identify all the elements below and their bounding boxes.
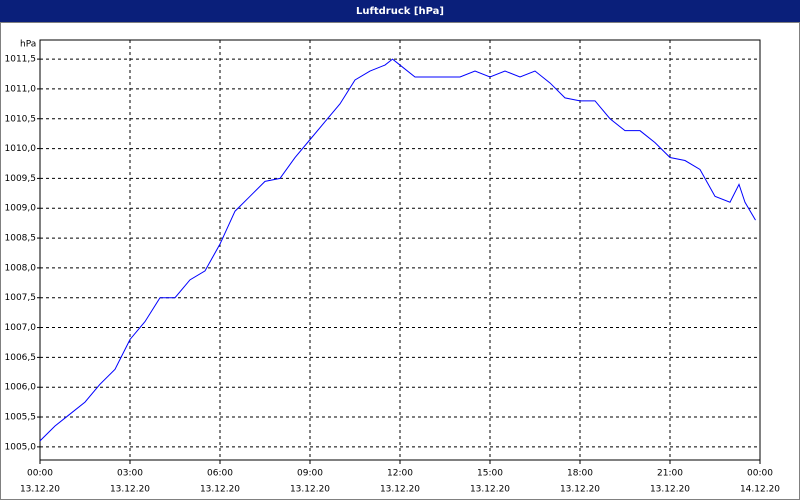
data-line xyxy=(39,58,756,442)
x-tick-label: 09:00 xyxy=(297,469,323,479)
x-tick-date: 13.12.20 xyxy=(470,485,510,495)
x-tick-label: 12:00 xyxy=(387,469,413,479)
x-tick-date: 13.12.20 xyxy=(20,485,60,495)
x-tick-date: 13.12.20 xyxy=(200,485,240,495)
x-tick-label: 21:00 xyxy=(657,469,683,479)
x-tick-label: 00:00 xyxy=(27,469,53,479)
title-bar xyxy=(0,0,800,22)
y-tick-label: 1007,5 xyxy=(5,293,37,303)
y-tick-label: 1005,5 xyxy=(5,413,37,423)
x-tick-date: 13.12.20 xyxy=(380,485,420,495)
x-tick-label: 15:00 xyxy=(477,469,503,479)
y-tick-label: 1005,0 xyxy=(5,442,37,452)
chart-title: Luftdruck [hPa] xyxy=(356,6,444,17)
y-tick-label: 1007,0 xyxy=(5,323,37,333)
y-tick-label: 1008,0 xyxy=(5,263,37,273)
x-tick-label: 03:00 xyxy=(117,469,143,479)
y-unit: hPa xyxy=(20,40,36,50)
x-tick-date: 13.12.20 xyxy=(560,485,600,495)
y-tick-label: 1010,5 xyxy=(5,114,37,124)
x-tick-label: 06:00 xyxy=(207,469,233,479)
y-tick-label: 1011,5 xyxy=(5,55,37,65)
x-tick-label: 18:00 xyxy=(567,469,593,479)
x-tick-date: 13.12.20 xyxy=(290,485,330,495)
y-tick-label: 1009,5 xyxy=(5,174,37,184)
y-tick-label: 1009,0 xyxy=(5,204,37,214)
y-tick-label: 1006,0 xyxy=(5,383,37,393)
x-tick-date: 13.12.20 xyxy=(650,485,690,495)
y-tick-label: 1010,0 xyxy=(5,144,37,154)
y-tick-label: 1011,0 xyxy=(5,84,37,94)
x-tick-date: 13.12.20 xyxy=(110,485,150,495)
y-tick-label: 1008,5 xyxy=(5,234,37,244)
x-tick-date: 14.12.20 xyxy=(740,485,780,495)
x-tick-label: 00:00 xyxy=(747,469,773,479)
y-tick-label: 1006,5 xyxy=(5,353,37,363)
